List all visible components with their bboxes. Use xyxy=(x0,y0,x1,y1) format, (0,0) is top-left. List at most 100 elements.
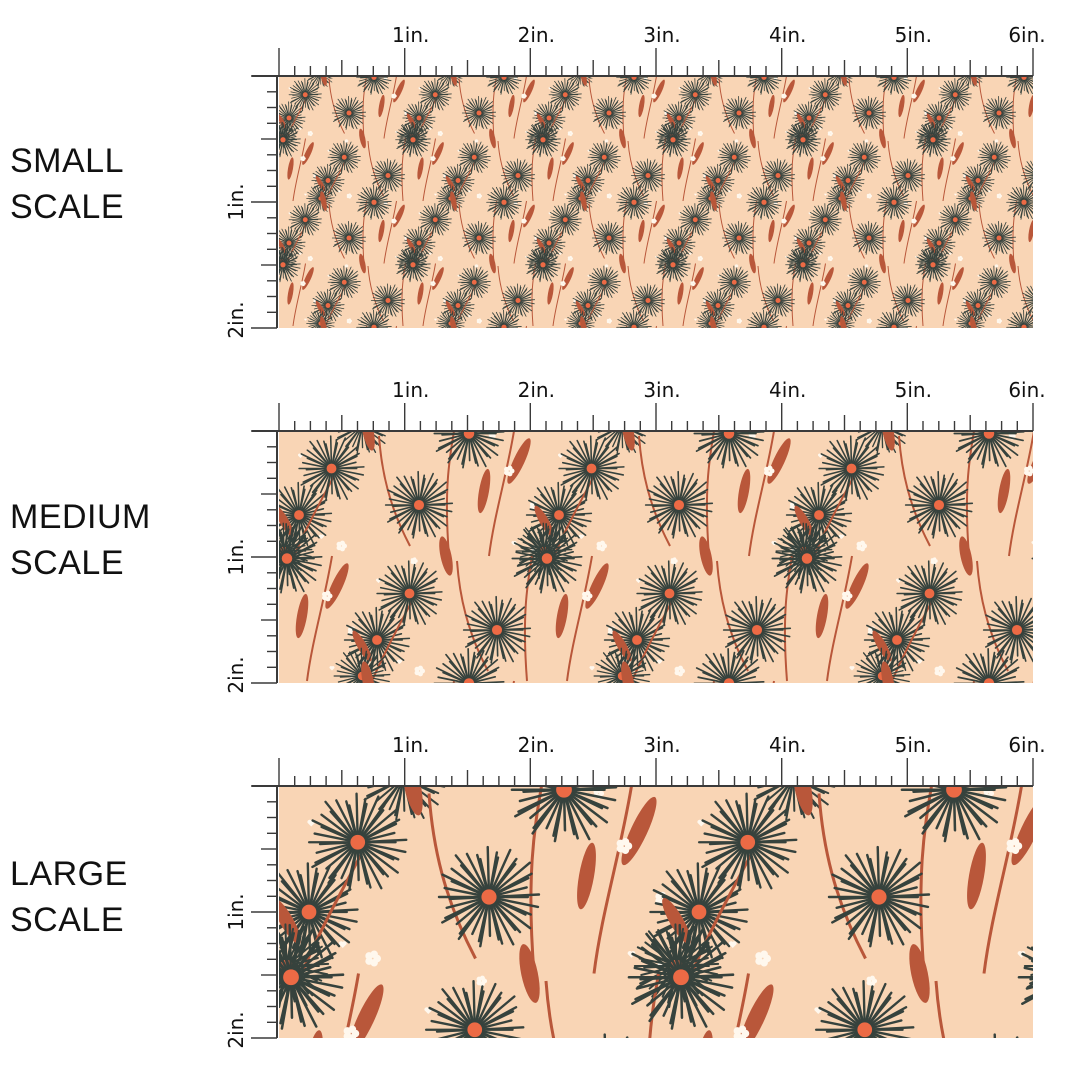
dandelion-flower-icon xyxy=(0,737,55,820)
dandelion-flower-icon xyxy=(588,16,620,48)
leaf-stem-icon xyxy=(119,436,150,546)
leaf-stem-icon xyxy=(254,76,267,139)
dandelion-flower-icon xyxy=(977,265,1011,299)
dandelion-flower-icon xyxy=(558,435,625,502)
dandelion-flower-icon xyxy=(982,595,1033,664)
dandelion-flower-icon xyxy=(939,329,971,345)
small-white-flower-icon xyxy=(437,130,443,137)
small-white-flower-icon xyxy=(1024,465,1033,477)
small-white-flower-icon xyxy=(87,976,98,987)
dandelion-flower-icon xyxy=(717,140,751,174)
leaf-stem-icon xyxy=(377,344,386,345)
heart-icon xyxy=(304,318,307,321)
dandelion-flower-icon xyxy=(819,686,884,700)
leaf-stem-icon xyxy=(197,355,228,421)
dandelion-flower-icon xyxy=(1006,309,1033,328)
leaf-stem-icon xyxy=(909,944,930,1003)
leaf-stem-icon xyxy=(567,431,569,432)
leaf-stem-icon xyxy=(247,344,256,345)
leaf-stem-icon xyxy=(141,786,152,974)
ruler-side-label: 2in. xyxy=(224,1011,248,1048)
leaf-stem-icon xyxy=(361,431,375,451)
leaf-stem-icon xyxy=(228,253,238,274)
dandelion-flower-icon xyxy=(166,1035,266,1055)
leaf-stem-icon xyxy=(848,203,865,259)
leaf-stem-icon xyxy=(1073,593,1080,639)
dandelion-flower-icon xyxy=(0,523,52,578)
dandelion-flower-icon xyxy=(977,140,1011,174)
leaf-stem-icon xyxy=(98,410,117,451)
small-white-flower-icon xyxy=(477,68,482,73)
dandelion-flower-icon xyxy=(548,203,582,237)
heart-icon xyxy=(564,193,567,196)
dandelion-flower-icon xyxy=(814,979,915,1038)
dandelion-flower-icon xyxy=(616,309,652,328)
small-white-flower-icon xyxy=(227,838,243,854)
dandelion-flower-icon xyxy=(1006,184,1033,220)
dandelion-flower-icon xyxy=(126,472,193,538)
leaf-stem-icon xyxy=(677,282,684,305)
dandelion-flower-icon xyxy=(395,121,431,158)
leaf-stem-icon xyxy=(903,76,917,139)
leaf-stem-icon xyxy=(156,981,203,1055)
leaf-stem-icon xyxy=(427,793,477,960)
dandelion-flower-icon xyxy=(636,560,703,627)
dandelion-flower-icon xyxy=(718,16,750,48)
leaf-stem-icon xyxy=(682,263,696,327)
small-white-flower-icon xyxy=(491,682,494,683)
leaf-stem-icon xyxy=(450,76,457,86)
leaf-stem-icon xyxy=(817,793,867,960)
heart-icon xyxy=(208,315,211,317)
leaf-stem-icon xyxy=(898,219,905,243)
leaf-stem-icon xyxy=(1067,99,1080,139)
scale-label-small: SMALL SCALE xyxy=(10,138,124,230)
dandelion-flower-icon xyxy=(177,185,205,213)
heart-icon xyxy=(728,941,737,948)
scale-row-small: SMALL SCALE 1in. 2in. 3in. 4in. 5in. 6in. 1in.… xyxy=(0,0,1080,340)
leaf-stem-icon xyxy=(682,138,696,202)
leaf-stem-icon xyxy=(498,16,514,71)
leaf-stem-icon xyxy=(719,329,735,346)
small-white-flower-icon xyxy=(344,264,349,268)
small-white-flower-icon xyxy=(820,155,826,162)
dandelion-flower-icon xyxy=(279,121,301,158)
scale-label-large: LARGE SCALE xyxy=(10,851,128,943)
leaf-stem-icon xyxy=(1073,14,1080,77)
leaf-stem-icon xyxy=(820,16,836,41)
small-white-flower-icon xyxy=(346,318,352,324)
dandelion-flower-icon xyxy=(486,309,522,328)
dandelion-flower-icon xyxy=(331,220,367,255)
leaf-stem-icon xyxy=(247,94,256,117)
leaf-stem-icon xyxy=(997,468,1011,514)
small-white-flower-icon xyxy=(522,343,527,345)
dandelion-flower-icon xyxy=(818,435,885,502)
small-white-flower-icon xyxy=(911,218,917,224)
leaf-stem-icon xyxy=(349,379,374,414)
leaf-stem-icon xyxy=(717,355,748,421)
leaf-stem-icon xyxy=(898,94,905,118)
small-white-flower-icon xyxy=(301,31,306,36)
leaf-stem-icon xyxy=(581,355,612,361)
leaf-stem-icon xyxy=(1027,344,1036,345)
dandelion-flower-icon xyxy=(627,923,735,1030)
heart-icon xyxy=(808,337,811,339)
fabric-pattern xyxy=(0,737,1033,1055)
dandelion-flower-icon xyxy=(785,121,821,158)
leaf-stem-icon xyxy=(1023,686,1054,700)
leaf-stem-icon xyxy=(749,128,756,149)
heart-icon xyxy=(558,252,562,255)
heart-icon xyxy=(318,534,325,539)
leaf-stem-icon xyxy=(589,329,605,346)
ruler-top-label: 3in. xyxy=(643,378,680,402)
dandelion-flower-icon xyxy=(953,647,1025,683)
dandelion-flower-icon xyxy=(697,792,798,892)
small-white-flower-icon xyxy=(348,377,357,386)
leaf-stem-icon xyxy=(768,219,775,243)
leaf-stem-icon xyxy=(651,329,667,345)
dandelion-flower-icon xyxy=(721,220,757,255)
small-white-flower-icon xyxy=(307,255,313,262)
leaf-stem-icon xyxy=(911,329,927,345)
leaf-stem-icon xyxy=(806,32,815,55)
dandelion-flower-icon xyxy=(1053,227,1080,259)
heart-icon xyxy=(727,190,731,193)
